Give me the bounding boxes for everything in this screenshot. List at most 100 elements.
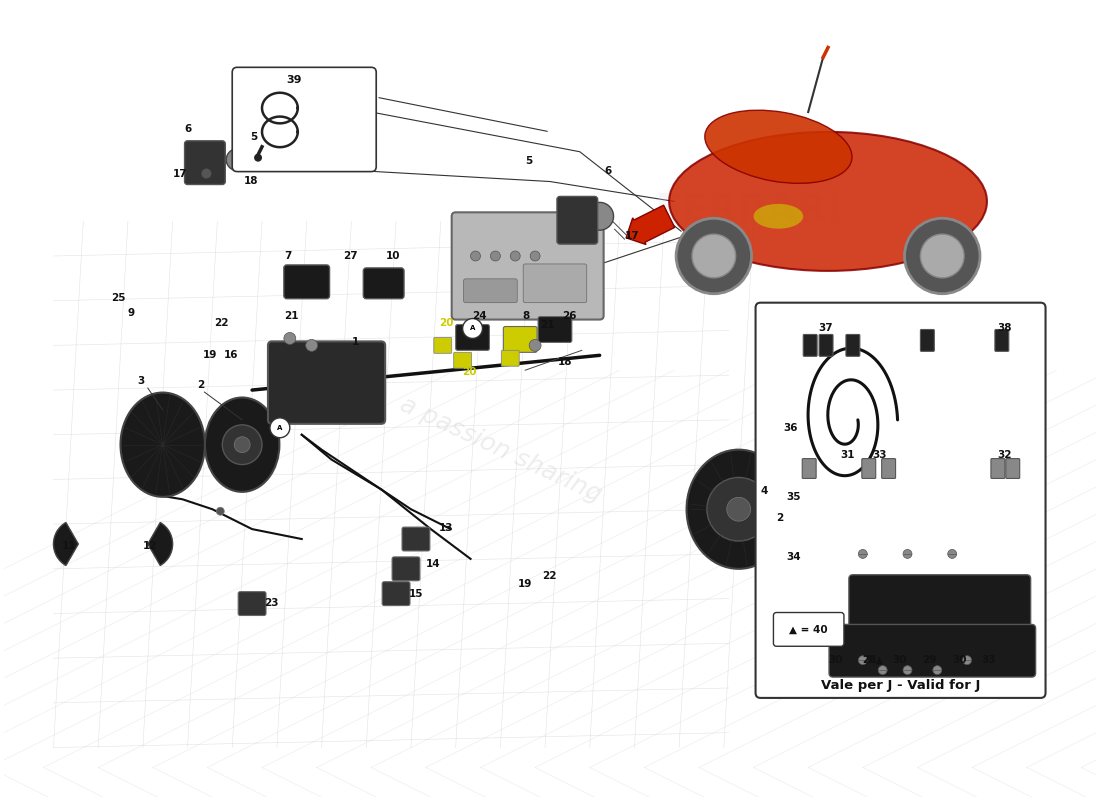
Text: 7: 7 xyxy=(284,251,292,261)
Text: 20: 20 xyxy=(439,318,453,327)
Text: 25: 25 xyxy=(111,293,125,302)
Text: 30: 30 xyxy=(952,655,967,665)
Text: 8: 8 xyxy=(522,310,529,321)
FancyBboxPatch shape xyxy=(773,613,844,646)
FancyBboxPatch shape xyxy=(453,352,472,368)
FancyBboxPatch shape xyxy=(557,197,597,244)
FancyBboxPatch shape xyxy=(756,302,1045,698)
Text: FERRARI: FERRARI xyxy=(654,192,843,230)
FancyBboxPatch shape xyxy=(402,527,430,551)
Text: 24: 24 xyxy=(473,310,487,321)
Text: 21: 21 xyxy=(284,310,298,321)
Text: 35: 35 xyxy=(786,492,801,502)
Text: 21: 21 xyxy=(540,321,554,330)
FancyBboxPatch shape xyxy=(455,325,490,350)
FancyBboxPatch shape xyxy=(382,582,410,606)
Circle shape xyxy=(933,666,942,674)
Ellipse shape xyxy=(227,149,249,170)
Circle shape xyxy=(222,425,262,465)
Ellipse shape xyxy=(686,450,791,569)
FancyBboxPatch shape xyxy=(1005,458,1020,478)
Circle shape xyxy=(254,154,262,162)
Text: 2: 2 xyxy=(777,513,783,523)
FancyBboxPatch shape xyxy=(268,342,385,424)
Text: 36: 36 xyxy=(783,423,798,433)
Text: 22: 22 xyxy=(542,570,557,581)
Circle shape xyxy=(858,656,867,665)
Circle shape xyxy=(676,218,751,294)
FancyBboxPatch shape xyxy=(232,67,376,171)
Circle shape xyxy=(921,234,964,278)
Text: 17: 17 xyxy=(625,231,639,241)
FancyBboxPatch shape xyxy=(392,557,420,581)
Text: 6: 6 xyxy=(185,124,191,134)
Text: A: A xyxy=(470,326,475,331)
FancyBboxPatch shape xyxy=(284,265,330,298)
Text: 29: 29 xyxy=(922,655,936,665)
Circle shape xyxy=(510,251,520,261)
Text: 14: 14 xyxy=(426,559,440,569)
Text: 15: 15 xyxy=(409,589,424,598)
Text: 39: 39 xyxy=(286,75,301,86)
Text: 31: 31 xyxy=(840,450,855,460)
Text: 28: 28 xyxy=(862,655,877,665)
FancyBboxPatch shape xyxy=(829,625,1035,677)
FancyBboxPatch shape xyxy=(504,326,537,352)
FancyBboxPatch shape xyxy=(452,212,604,319)
FancyBboxPatch shape xyxy=(463,279,517,302)
FancyBboxPatch shape xyxy=(185,141,226,185)
Text: 18: 18 xyxy=(558,358,572,367)
Circle shape xyxy=(903,666,912,674)
Text: 2: 2 xyxy=(197,380,205,390)
Text: 10: 10 xyxy=(386,251,400,261)
Text: 30: 30 xyxy=(892,655,906,665)
Text: 33: 33 xyxy=(981,655,997,665)
FancyBboxPatch shape xyxy=(882,458,895,478)
Text: 13: 13 xyxy=(439,523,453,533)
Ellipse shape xyxy=(205,398,279,492)
Circle shape xyxy=(948,550,957,558)
Wedge shape xyxy=(147,522,173,566)
Text: 38: 38 xyxy=(998,323,1012,334)
Text: 3: 3 xyxy=(138,376,144,386)
FancyBboxPatch shape xyxy=(239,592,266,615)
Circle shape xyxy=(530,251,540,261)
Text: 37: 37 xyxy=(818,323,834,334)
Ellipse shape xyxy=(754,204,803,229)
Text: 26: 26 xyxy=(562,310,576,321)
FancyBboxPatch shape xyxy=(849,574,1031,638)
Circle shape xyxy=(707,478,770,541)
Circle shape xyxy=(858,550,867,558)
FancyArrow shape xyxy=(626,205,674,245)
Circle shape xyxy=(217,507,224,515)
Text: 33: 33 xyxy=(872,450,887,460)
FancyBboxPatch shape xyxy=(991,458,1004,478)
Circle shape xyxy=(727,498,750,521)
Text: 16: 16 xyxy=(224,350,239,360)
FancyBboxPatch shape xyxy=(538,317,572,342)
Circle shape xyxy=(491,251,501,261)
Ellipse shape xyxy=(121,393,205,497)
Text: a passion sharing: a passion sharing xyxy=(396,392,605,507)
Circle shape xyxy=(904,218,980,294)
Text: 4: 4 xyxy=(760,486,768,496)
FancyBboxPatch shape xyxy=(802,458,816,478)
Text: 1: 1 xyxy=(351,338,359,347)
Circle shape xyxy=(463,318,483,338)
FancyBboxPatch shape xyxy=(502,350,519,366)
Circle shape xyxy=(903,550,912,558)
Text: 6: 6 xyxy=(605,166,612,175)
Text: 5: 5 xyxy=(525,156,532,166)
Ellipse shape xyxy=(705,110,852,183)
Text: 11: 11 xyxy=(62,541,76,551)
Wedge shape xyxy=(54,522,78,566)
Text: 5: 5 xyxy=(250,132,257,142)
Text: 12: 12 xyxy=(143,541,157,551)
Circle shape xyxy=(306,339,318,351)
FancyBboxPatch shape xyxy=(524,264,586,302)
Text: 18: 18 xyxy=(244,175,258,186)
FancyBboxPatch shape xyxy=(861,458,876,478)
Circle shape xyxy=(284,333,296,344)
Circle shape xyxy=(471,251,481,261)
FancyBboxPatch shape xyxy=(846,334,860,356)
